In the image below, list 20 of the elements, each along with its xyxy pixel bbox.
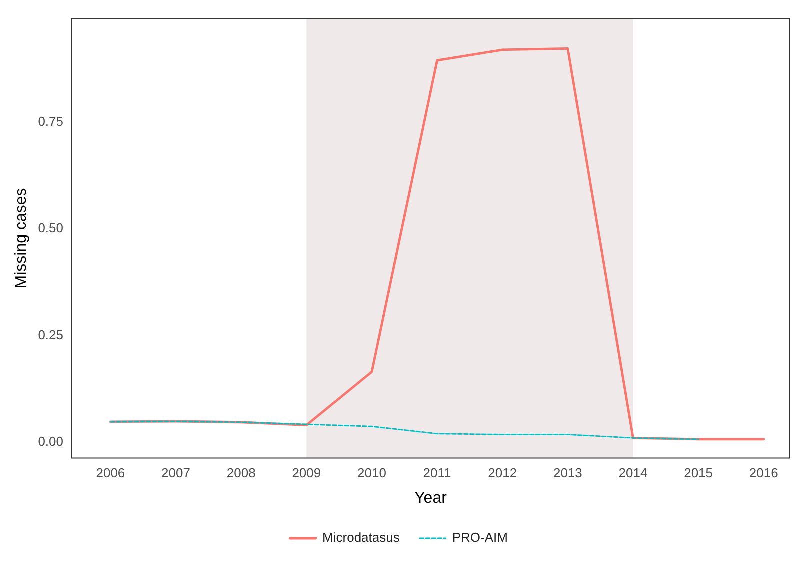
- y-tick-label: 0.50: [38, 220, 64, 236]
- x-tick-label: 2014: [618, 466, 648, 481]
- y-axis-title: Missing cases: [13, 188, 30, 289]
- x-axis-title: Year: [414, 490, 448, 507]
- legend-label: PRO-AIM: [452, 530, 508, 546]
- x-tick-label: 2016: [749, 466, 778, 481]
- x-tick-label: 2011: [423, 466, 452, 481]
- x-tick-label: 2008: [226, 466, 256, 481]
- x-tick-label: 2012: [488, 466, 518, 481]
- y-tick-label: 0.00: [38, 434, 64, 449]
- x-tick-label: 2010: [358, 466, 386, 481]
- x-tick-label: 2007: [162, 466, 190, 481]
- legend-label: Microdatasus: [322, 530, 400, 546]
- x-tick-label: 2006: [96, 466, 126, 481]
- line-series: [110, 420, 700, 440]
- x-tick-label: 2009: [292, 466, 322, 481]
- y-tick-label: 0.25: [38, 327, 64, 342]
- y-tick-label: 0.75: [38, 114, 64, 130]
- x-tick-label: 2013: [553, 466, 582, 481]
- x-tick-label: 2015: [684, 466, 714, 481]
